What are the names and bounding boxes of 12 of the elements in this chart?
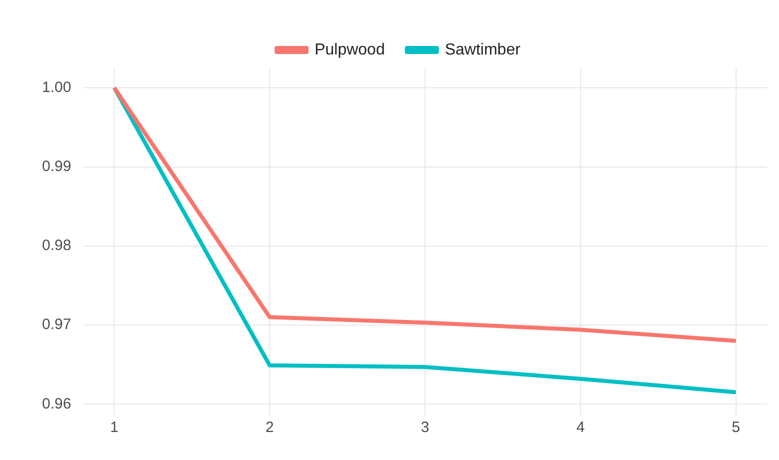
legend-label: Pulpwood (314, 41, 385, 58)
x-tick-label: 1 (110, 419, 118, 436)
y-tick-label: 1.00 (42, 78, 72, 96)
x-tick-label: 2 (266, 419, 274, 436)
legend-label: Sawtimber (444, 41, 522, 58)
y-tick-label: 0.96 (42, 395, 72, 412)
y-tick-label: 0.97 (42, 316, 72, 334)
x-tick-label: 4 (576, 419, 585, 436)
x-tick-label: 3 (420, 419, 430, 436)
y-tick-label: 0.99 (42, 158, 72, 176)
x-tick-label: 5 (732, 419, 740, 436)
y-tick-label: 0.98 (42, 237, 72, 254)
